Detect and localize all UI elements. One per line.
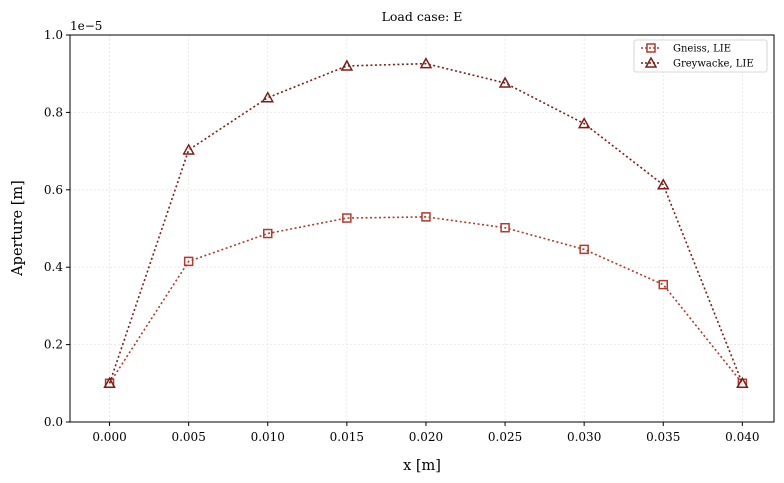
axes: 0.000 0.005 0.010 0.015 0.020 0.025 0.030 0.035…	[44, 28, 760, 444]
x-tick-label: 0.000	[92, 430, 126, 444]
data-point	[103, 376, 116, 389]
series-line	[108, 62, 744, 384]
x-tick-label: 0.040	[725, 430, 759, 444]
data-point	[577, 117, 591, 129]
data-point	[342, 213, 352, 223]
y-tick-label: 0.2	[44, 338, 63, 352]
data-point	[340, 59, 354, 71]
y-axis-label: Aperture [m]	[10, 180, 26, 277]
y-tick-label: 0.0	[44, 415, 63, 429]
x-tick-label: 0.030	[567, 430, 601, 444]
chart-title: Load case: E	[382, 9, 463, 24]
legend-entries: Gneiss, LIE Greywacke, LIE	[641, 43, 754, 70]
legend-box	[633, 39, 768, 73]
series	[103, 57, 749, 389]
data-point	[736, 376, 749, 389]
data-point	[419, 57, 433, 69]
legend: Gneiss, LIE Greywacke, LIE	[633, 39, 768, 73]
y-axis-offset-text: 1e−5	[70, 19, 102, 33]
legend-entry: Gneiss, LIE	[641, 43, 731, 55]
data-point	[579, 244, 589, 255]
legend-label: Gneiss, LIE	[673, 44, 731, 55]
x-tick-label: 0.005	[171, 430, 205, 444]
data-point	[182, 143, 195, 155]
legend-label: Greywacke, LIE	[673, 59, 754, 70]
data-point	[658, 279, 669, 290]
data-point	[261, 91, 275, 103]
y-tick-label: 0.4	[44, 260, 63, 274]
series-line	[108, 216, 743, 384]
x-axis-label: x [m]	[403, 458, 441, 474]
y-tick-label: 0.8	[44, 105, 63, 119]
legend-marker	[644, 56, 658, 68]
data-point	[183, 256, 194, 267]
x-tick-label: 0.035	[646, 430, 680, 444]
data-point	[500, 222, 510, 233]
data-point	[656, 178, 670, 190]
x-tick-label: 0.025	[488, 430, 522, 444]
series-gneiss-lie	[104, 212, 748, 389]
series-greywacke-lie	[103, 57, 749, 389]
data-point	[263, 228, 273, 239]
data-point	[421, 212, 431, 222]
y-tick-label: 0.6	[44, 183, 63, 197]
plot-area-frame	[69, 34, 775, 423]
x-tick-label: 0.010	[251, 430, 285, 444]
x-tick-label: 0.015	[330, 430, 364, 444]
legend-entry: Greywacke, LIE	[641, 56, 754, 70]
y-tick-label: 1.0	[44, 28, 63, 42]
grid	[70, 34, 774, 423]
legend-marker	[646, 43, 656, 53]
data-point	[498, 76, 512, 88]
x-tick-label: 0.020	[409, 430, 443, 444]
